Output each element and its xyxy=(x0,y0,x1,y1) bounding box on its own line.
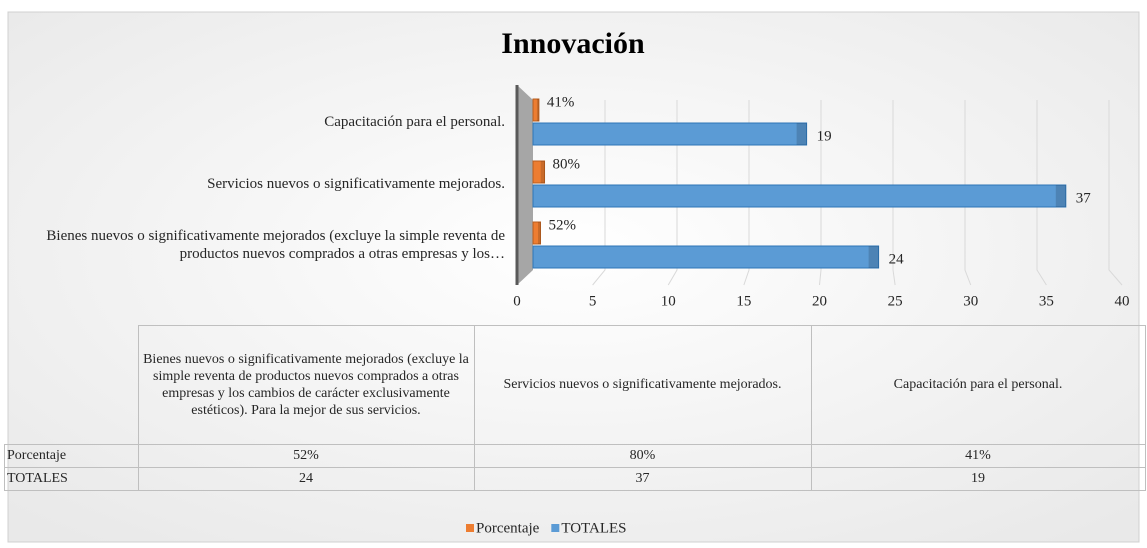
x-tick-label: 0 xyxy=(513,293,521,309)
category-label: Bienes nuevos o significativamente mejor… xyxy=(46,228,505,262)
value-label: 41% xyxy=(547,94,575,110)
table-row: TOTALES 24 37 19 xyxy=(4,466,1146,491)
bar xyxy=(532,122,808,146)
value-label: 19 xyxy=(817,128,832,144)
bar xyxy=(532,98,540,122)
table-cell: 37 xyxy=(473,466,812,491)
grid-line xyxy=(1036,100,1047,286)
category-label-text: Bienes nuevos o significativamente mejor… xyxy=(46,228,505,262)
bar xyxy=(532,245,880,269)
table-cell: 80% xyxy=(473,443,812,468)
series-name: TOTALES xyxy=(7,471,68,486)
x-tick-label: 30 xyxy=(963,293,978,309)
category-label-text: Capacitación para el personal. xyxy=(324,114,505,130)
x-tick-label: 35 xyxy=(1039,293,1054,309)
bar xyxy=(532,184,1067,208)
value-label: 37 xyxy=(1076,190,1092,206)
category-label-text: Servicios nuevos o significativamente me… xyxy=(207,176,505,192)
table-series-label: TOTALES xyxy=(4,466,139,491)
x-tick-label: 25 xyxy=(888,293,903,309)
grid-line xyxy=(743,100,750,286)
chart-title: Innovación xyxy=(501,27,645,60)
legend-label: Porcentaje xyxy=(476,520,540,536)
x-tick-label: 5 xyxy=(589,293,597,309)
grid-line xyxy=(667,100,678,286)
x-tick-label: 10 xyxy=(661,293,676,309)
grid-line xyxy=(964,100,972,286)
bar-shade xyxy=(1055,185,1066,207)
value-label: 24 xyxy=(889,251,905,267)
wall xyxy=(517,85,533,285)
grid-line xyxy=(1108,100,1123,286)
table-header: Capacitación para el personal. xyxy=(810,325,1146,445)
table-cell: 19 xyxy=(810,466,1146,491)
table-cell: 41% xyxy=(810,443,1146,468)
legend-label: TOTALES xyxy=(561,520,626,536)
bar-shade xyxy=(536,99,539,121)
bar xyxy=(532,221,541,245)
table-header: Bienes nuevos o significativamente mejor… xyxy=(137,325,475,445)
bar xyxy=(532,160,546,184)
x-tick-label: 15 xyxy=(736,293,751,309)
table-header: Servicios nuevos o significativamente me… xyxy=(473,325,812,445)
category-label: Capacitación para el personal. xyxy=(324,114,505,130)
grid-line xyxy=(892,100,896,286)
table-row: Porcentaje 52% 80% 41% xyxy=(4,443,1146,468)
table-cell: 52% xyxy=(137,443,475,468)
table-header-row: Bienes nuevos o significativamente mejor… xyxy=(5,325,1146,445)
bar-shade xyxy=(540,161,545,183)
table-series-label: Porcentaje xyxy=(4,443,139,468)
value-label: 80% xyxy=(553,156,581,172)
legend-swatch xyxy=(466,524,474,532)
table-corner xyxy=(5,326,139,445)
x-tick-label: 40 xyxy=(1115,293,1130,309)
value-label: 52% xyxy=(548,217,576,233)
category-label: Servicios nuevos o significativamente me… xyxy=(207,176,505,192)
bar-shade xyxy=(796,123,807,145)
bar-shade xyxy=(537,222,541,244)
x-tick-label: 20 xyxy=(812,293,827,309)
data-table: Bienes nuevos o significativamente mejor… xyxy=(4,325,1146,491)
table-cell: 24 xyxy=(137,466,475,491)
series-name: Porcentaje xyxy=(7,448,67,463)
grid-line xyxy=(819,100,822,286)
legend-swatch xyxy=(551,524,560,532)
grid-line xyxy=(592,100,606,286)
bar-shade xyxy=(868,246,879,268)
